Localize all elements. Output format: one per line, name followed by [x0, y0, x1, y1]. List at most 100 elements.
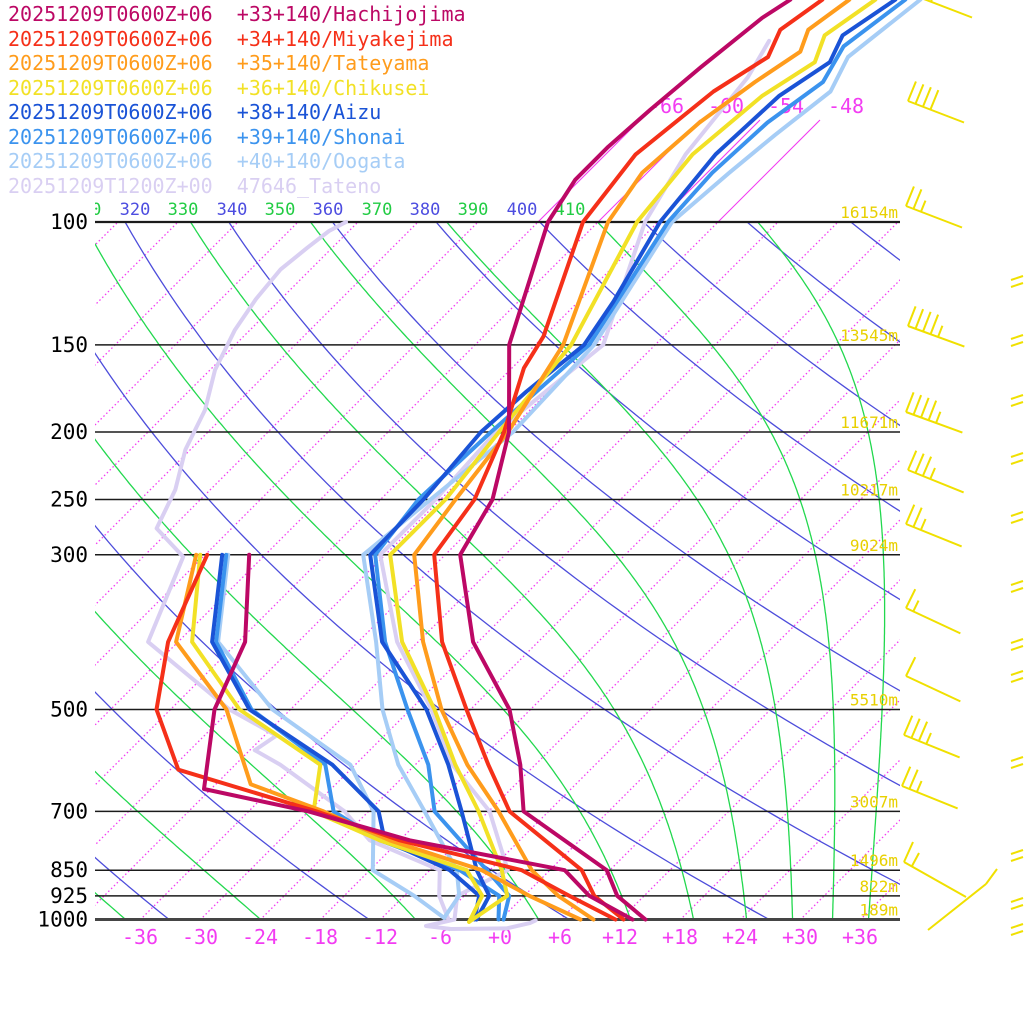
dry-adiabat-line: [95, 856, 171, 920]
wind-barb-feather: [905, 186, 915, 207]
pressure-label: 250: [50, 488, 88, 512]
isotherm-line: [95, 222, 239, 366]
wind-barb-feather: [917, 721, 929, 742]
theta-label: 330: [168, 200, 199, 220]
wind-barb-feather: [911, 852, 920, 867]
height-label: 10217m: [840, 481, 898, 500]
height-label: 822m: [859, 877, 898, 896]
legend-row: 20251209T0600Z+06 +38+140/Aizu: [8, 100, 382, 124]
edge-wind-mark: [1010, 275, 1024, 281]
theta-label: 310: [71, 200, 102, 220]
dry-adiabat-line: [228, 222, 900, 787]
wind-barb-feather: [919, 518, 927, 531]
theta-label: 320: [120, 200, 151, 220]
isotherm-line: [95, 222, 719, 846]
wind-barb-feather: [912, 189, 923, 210]
isotherm-line: [379, 399, 900, 920]
temperature-curve-tateno: [378, 38, 772, 931]
wind-barb-staff: [907, 325, 965, 348]
edge-wind-mark: [1010, 341, 1024, 347]
temperature-curve-aizu: [368, 0, 898, 922]
isotherm-extension-line: [717, 119, 821, 223]
temp-axis-label: -24: [242, 925, 278, 949]
wind-barb-feather: [905, 656, 917, 677]
edge-wind-mark: [1010, 459, 1024, 465]
legend-row: 20251209T1200Z+00 47646_Tateno: [8, 173, 382, 198]
wind-barb-feather: [903, 841, 914, 863]
edge-wind-mark: [1010, 518, 1024, 524]
edge-wind-mark: [1010, 677, 1024, 683]
wind-barb-feather: [908, 769, 919, 790]
moist-adiabat-line: [756, 222, 886, 920]
edge-wind-mark: [1010, 670, 1024, 676]
temperature-curve-hachijojima: [458, 0, 793, 922]
edge-wind-mark: [1010, 756, 1024, 762]
pressure-label: 1000: [37, 907, 88, 931]
wind-barb-staff: [905, 523, 963, 548]
pressure-label: 500: [50, 697, 88, 721]
edge-wind-mark: [1010, 645, 1024, 651]
wind-barb-feather: [903, 715, 914, 736]
wind-barb-feather: [927, 400, 938, 421]
isotherm-line: [95, 222, 179, 306]
edge-wind-mark: [1010, 394, 1024, 400]
moist-adiabat-line: [95, 610, 418, 920]
wind-barb-feather: [925, 732, 932, 745]
wind-barb-staff: [923, 0, 973, 19]
height-label: 13545m: [840, 326, 898, 345]
isotherm-line: [559, 579, 900, 920]
pressure-label: 925: [50, 884, 88, 908]
wind-barb-feather: [922, 86, 932, 108]
wind-barb-staff: [905, 607, 961, 635]
height-label: 5510m: [850, 690, 898, 709]
wind-barb-staff: [901, 785, 959, 810]
dry-adiabat-line: [95, 352, 772, 920]
temperature-curve-tateyama: [412, 0, 852, 922]
edge-wind-mark: [1010, 511, 1024, 517]
legend-row: 20251209T0600Z+06 +39+140/Shonai: [8, 124, 406, 149]
wind-barb-feather: [901, 766, 912, 787]
edge-wind-mark: [1010, 849, 1024, 855]
edge-wind-mark: [1010, 334, 1024, 340]
wind-barb-feather: [910, 718, 921, 739]
isotherm-extension-line: [537, 119, 641, 223]
wind-barb-feather: [912, 507, 923, 528]
wind-barb-feather: [935, 411, 942, 424]
dry-adiabat-line: [746, 222, 900, 343]
isotherm-line: [439, 459, 900, 920]
theta-label: 400: [507, 200, 538, 220]
legend-row: 20251209T0600Z+06 +36+140/Chikusei: [8, 75, 430, 100]
temperature-curve-miyakejima: [432, 0, 825, 922]
temp-axis-label: -18: [302, 925, 338, 949]
pressure-label: 300: [50, 543, 88, 567]
edge-wind-mark: [1010, 763, 1024, 769]
dry-adiabat-line: [643, 222, 900, 427]
temp-axis-label: -12: [362, 925, 398, 949]
wind-barb-staff: [905, 675, 961, 703]
isotherm-line: [679, 699, 900, 920]
edge-wind-mark: [1010, 923, 1024, 929]
temp-axis-label: -36: [122, 925, 158, 949]
legend-row: 20251209T0600Z+06 +33+140/Hachijojima: [8, 2, 466, 26]
wind-barb-feather: [912, 600, 920, 612]
wind-barb-staff: [905, 205, 963, 229]
legend: 20251209T0600Z+06 +33+140/Hachijojima 202…: [8, 2, 466, 198]
temp-axis-label: +24: [722, 925, 758, 949]
height-label: 3007m: [850, 792, 898, 811]
height-label: 9024m: [850, 536, 898, 555]
dry-adiabat-line: [331, 222, 900, 692]
wind-barb-feather: [907, 450, 918, 471]
pressure-label: 100: [50, 210, 88, 234]
wind-barb-feather: [914, 308, 925, 330]
dewpoint-curve-miyakejima: [154, 552, 618, 922]
wind-barb-feather: [914, 453, 925, 474]
wind-barb-feather: [929, 314, 940, 335]
theta-label: 380: [410, 200, 441, 220]
wind-barb-staff: [927, 883, 987, 931]
wind-barb-feather: [985, 868, 998, 885]
wind-barb-feather: [905, 392, 915, 413]
upper-isotherm-label: -48: [828, 94, 864, 118]
wind-barb-staff: [907, 469, 965, 494]
theta-label: 410: [555, 200, 586, 220]
